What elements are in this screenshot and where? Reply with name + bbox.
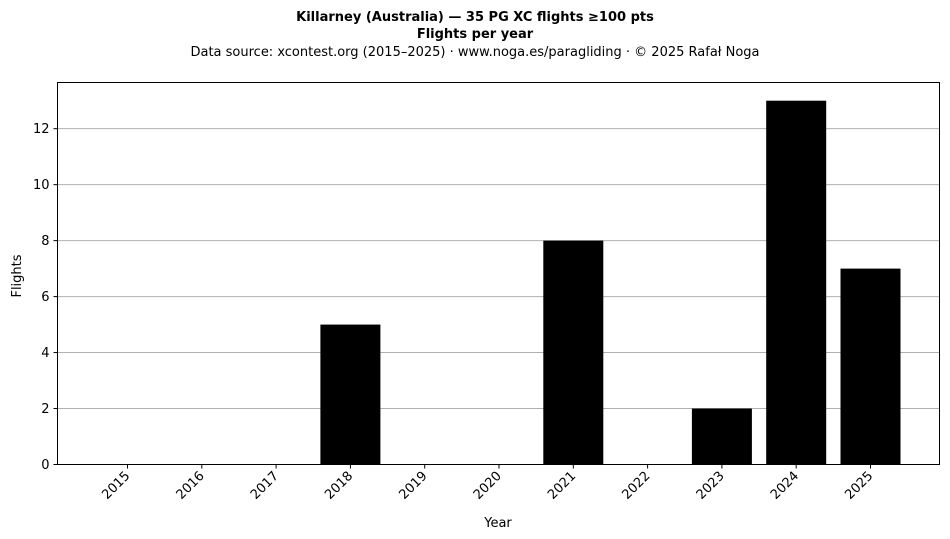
x-tick-label: 2021 xyxy=(545,469,579,503)
x-tick-label: 2015 xyxy=(99,469,133,503)
x-tick-label: 2023 xyxy=(694,469,728,503)
x-tick-label: 2017 xyxy=(248,469,282,503)
plot-frame xyxy=(57,82,940,465)
y-tick-label: 2 xyxy=(41,402,49,417)
x-tick-label: 2019 xyxy=(397,469,431,503)
y-tick-label: 12 xyxy=(33,122,50,137)
chart-subtitle: Flights per year xyxy=(417,27,534,42)
y-axis-label: Flights xyxy=(10,254,25,297)
y-tick-label: 4 xyxy=(41,346,49,361)
x-axis-ticks: 2015 2016 2017 2018 2019 2020 2021 2022 2023 2024… xyxy=(99,464,876,503)
x-axis-label: Year xyxy=(483,516,512,531)
y-tick-label: 6 xyxy=(41,290,49,305)
y-tick-label: 8 xyxy=(41,234,49,249)
x-tick-label: 2022 xyxy=(619,469,653,503)
chart-title: Killarney (Australia) — 35 PG XC flights… xyxy=(296,10,654,25)
chart-source-line: Data source: xcontest.org (2015–2025) · … xyxy=(190,45,759,60)
x-tick-label: 2018 xyxy=(322,469,356,503)
bars xyxy=(320,100,901,465)
x-tick-label: 2024 xyxy=(768,469,802,503)
bar-2023 xyxy=(691,408,752,465)
x-tick-label: 2025 xyxy=(842,469,876,503)
y-tick-label: 10 xyxy=(33,178,50,193)
bar-2025 xyxy=(840,268,901,465)
y-axis-ticks: 0 2 4 6 8 10 12 xyxy=(33,122,58,473)
x-tick-label: 2016 xyxy=(174,469,208,503)
bar-2018 xyxy=(320,324,381,465)
y-tick-label: 0 xyxy=(41,458,49,473)
bar-2024 xyxy=(766,100,827,465)
bar-2021 xyxy=(543,240,604,465)
x-tick-label: 2020 xyxy=(471,469,505,503)
